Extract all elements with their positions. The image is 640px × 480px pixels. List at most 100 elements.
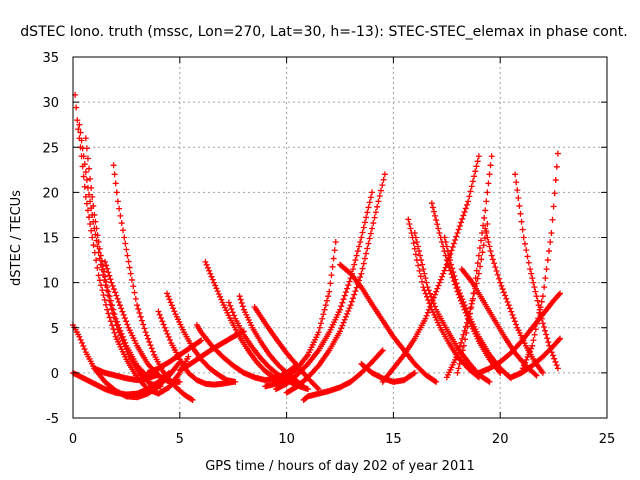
data-point (87, 175, 94, 182)
data-point (546, 248, 553, 255)
data-point (203, 261, 210, 268)
data-point (166, 369, 173, 376)
data-point (553, 362, 560, 369)
data-point (456, 222, 463, 229)
data-point (89, 193, 96, 200)
data-point (502, 292, 509, 299)
data-point (366, 235, 373, 242)
data-point (537, 304, 544, 311)
data-point (441, 267, 448, 274)
data-point (482, 207, 489, 214)
data-point (103, 262, 110, 269)
data-point (327, 280, 334, 287)
data-point (453, 280, 460, 287)
data-point (459, 296, 466, 303)
data-point (367, 230, 374, 237)
data-point (147, 342, 154, 349)
data-point (82, 135, 89, 142)
data-point (176, 378, 183, 385)
y-tick-label: 5 (51, 322, 59, 337)
data-point (549, 216, 556, 223)
data-point (323, 297, 330, 304)
data-point (411, 245, 418, 252)
data-point (109, 282, 116, 289)
data-point (437, 276, 444, 283)
data-point (231, 312, 238, 319)
data-point (97, 252, 104, 259)
data-point (118, 330, 125, 337)
data-point (121, 336, 128, 343)
data-point (320, 311, 327, 318)
data-point (477, 263, 484, 270)
data-point (171, 308, 178, 315)
data-point (550, 203, 557, 210)
data-point (444, 248, 451, 255)
data-point (345, 308, 352, 315)
data-point (522, 359, 529, 366)
data-point (95, 249, 102, 256)
series-track (82, 135, 151, 381)
data-point (138, 317, 145, 324)
data-point (166, 296, 173, 303)
data-point (209, 276, 216, 283)
data-point (367, 194, 374, 201)
data-point (499, 286, 506, 293)
data-point (339, 322, 346, 329)
data-point (468, 183, 475, 190)
data-point (484, 220, 491, 227)
data-point (539, 320, 546, 327)
y-tick-label: 15 (42, 232, 59, 247)
data-point (106, 293, 113, 300)
series-track (482, 225, 546, 376)
data-point (468, 300, 475, 307)
data-point (511, 318, 518, 325)
data-point (523, 356, 530, 363)
series-track (176, 328, 247, 374)
data-point (429, 204, 436, 211)
data-point (552, 177, 559, 184)
y-tick-label: 20 (42, 186, 59, 201)
data-point (520, 234, 527, 241)
data-point (521, 240, 528, 247)
data-point (218, 296, 225, 303)
data-point (212, 282, 219, 289)
data-point (87, 220, 94, 227)
data-point (483, 198, 490, 205)
data-point (539, 293, 546, 300)
data-point (551, 190, 558, 197)
data-point (420, 266, 427, 273)
data-point (86, 165, 93, 172)
data-point (421, 270, 428, 277)
data-point (340, 296, 347, 303)
data-point (427, 290, 434, 297)
data-point (337, 328, 343, 335)
data-point (82, 169, 89, 176)
data-point (551, 355, 558, 362)
data-point (413, 239, 420, 246)
data-point (137, 313, 144, 320)
data-point (406, 220, 413, 227)
series-track (91, 365, 162, 384)
data-point (450, 240, 457, 247)
data-point (104, 265, 111, 272)
data-point (485, 239, 492, 246)
data-point (346, 278, 353, 285)
series-track (379, 153, 482, 385)
data-point (418, 257, 425, 264)
y-tick-label: 30 (42, 96, 59, 111)
data-point (329, 263, 336, 270)
data-point (146, 338, 153, 345)
data-point (454, 369, 461, 376)
data-point (411, 369, 418, 376)
data-point (472, 168, 479, 175)
data-point (136, 309, 143, 316)
data-point (533, 320, 540, 327)
data-point (463, 319, 470, 326)
data-point (379, 182, 386, 189)
data-point (498, 282, 505, 289)
data-point (452, 276, 459, 283)
data-point (543, 331, 550, 338)
data-point (112, 289, 119, 296)
data-point (493, 268, 500, 275)
data-point (115, 298, 122, 305)
